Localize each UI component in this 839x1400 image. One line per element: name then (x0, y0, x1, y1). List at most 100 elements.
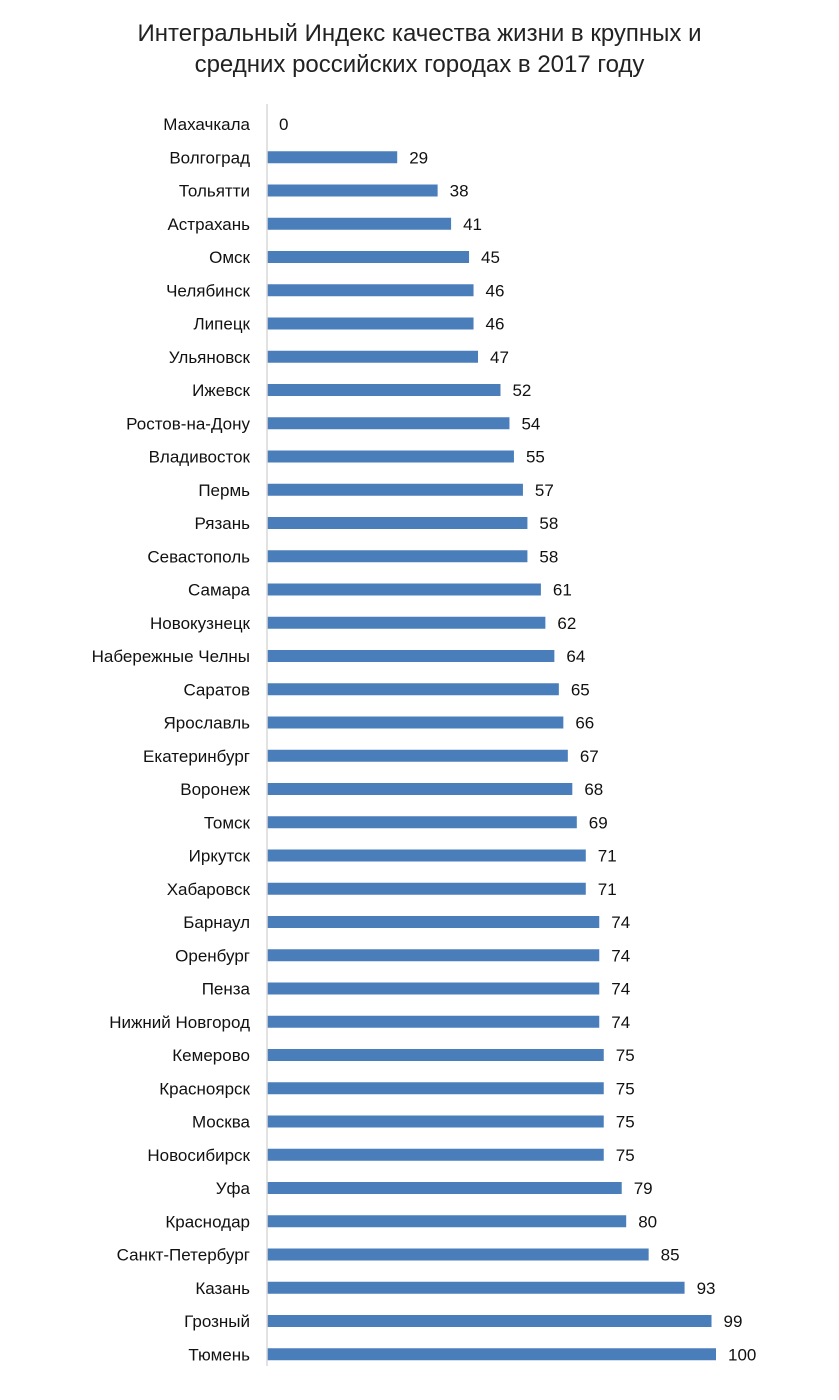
value-label: 69 (589, 813, 608, 832)
value-label: 74 (611, 946, 630, 965)
category-label: Севастополь (147, 547, 250, 566)
bar (267, 517, 528, 529)
bar (267, 616, 546, 629)
value-label: 57 (535, 481, 554, 500)
bar (267, 417, 510, 430)
value-label: 38 (450, 182, 469, 201)
value-label: 80 (638, 1212, 657, 1231)
category-label: Липецк (194, 315, 251, 334)
value-label: 85 (661, 1246, 680, 1265)
bar (267, 1148, 604, 1161)
category-label: Тольятти (179, 182, 250, 201)
value-label: 93 (697, 1279, 716, 1298)
value-label: 47 (490, 348, 509, 367)
category-label: Ростов-на-Дону (126, 414, 250, 433)
category-label: Ярославль (164, 714, 251, 733)
category-label: Красноярск (159, 1079, 250, 1098)
value-label: 0 (279, 115, 288, 134)
value-label: 68 (584, 780, 603, 799)
bar (267, 1315, 712, 1327)
bar (267, 749, 568, 762)
bar (267, 816, 577, 829)
category-label: Набережные Челны (92, 647, 250, 666)
bar (267, 317, 474, 330)
bar (267, 384, 501, 396)
chart-title-line-2: средних российских городах в 2017 году (194, 51, 645, 78)
bar (267, 1348, 716, 1361)
value-label: 61 (553, 581, 572, 600)
category-label: Омск (209, 248, 250, 267)
bar (267, 949, 600, 962)
category-label: Тюмень (188, 1345, 250, 1364)
value-label: 52 (512, 381, 531, 400)
value-label: 67 (580, 747, 599, 766)
bar (267, 217, 452, 230)
value-label: 79 (634, 1179, 653, 1198)
bar (267, 350, 479, 363)
bars-layer: Махачкала 0 Волгоград 29 Тольятти 38 Астрахань… (92, 115, 757, 1364)
category-label: Краснодар (165, 1212, 250, 1231)
bar (267, 1215, 627, 1228)
category-label: Новосибирск (147, 1146, 250, 1165)
value-label: 74 (611, 1013, 630, 1032)
bar (267, 849, 586, 862)
category-label: Нижний Новгород (109, 1013, 250, 1032)
category-label: Махачкала (163, 115, 250, 134)
bar (267, 251, 470, 263)
value-label: 58 (539, 547, 558, 566)
value-label: 74 (611, 913, 630, 932)
value-label: 58 (539, 514, 558, 533)
value-label: 46 (486, 281, 505, 300)
category-label: Рязань (195, 514, 251, 533)
bar (267, 1115, 604, 1128)
bar (267, 450, 514, 463)
category-label: Владивосток (149, 448, 251, 467)
category-label: Москва (192, 1113, 251, 1132)
bar (267, 783, 573, 795)
value-label: 54 (521, 414, 540, 433)
category-label: Ульяновск (169, 348, 251, 367)
bar (267, 916, 600, 928)
category-label: Новокузнецк (150, 614, 251, 633)
category-label: Пенза (202, 980, 251, 999)
value-label: 100 (728, 1345, 756, 1364)
value-label: 46 (486, 315, 505, 334)
value-label: 65 (571, 680, 590, 699)
chart-title-line-1: Интегральный Индекс качества жизни в кру… (137, 20, 702, 47)
category-label: Ижевск (192, 381, 250, 400)
category-label: Казань (195, 1279, 250, 1298)
bar (267, 882, 586, 895)
bar (267, 583, 541, 596)
bar (267, 284, 474, 297)
value-label: 41 (463, 215, 482, 234)
value-label: 71 (598, 847, 617, 866)
category-label: Самара (188, 581, 251, 600)
value-label: 75 (616, 1046, 635, 1065)
category-label: Томск (204, 813, 251, 832)
category-label: Пермь (198, 481, 250, 500)
value-label: 55 (526, 448, 545, 467)
bar (267, 1281, 685, 1294)
bar (267, 184, 438, 197)
bar (267, 151, 398, 164)
value-label: 71 (598, 880, 617, 899)
bar (267, 716, 564, 729)
value-label: 75 (616, 1079, 635, 1098)
value-label: 75 (616, 1113, 635, 1132)
value-label: 29 (409, 148, 428, 167)
category-label: Хабаровск (167, 880, 251, 899)
category-label: Челябинск (166, 281, 250, 300)
bar (267, 683, 559, 696)
category-label: Волгоград (169, 148, 250, 167)
category-label: Оренбург (175, 946, 250, 965)
chart-title: Интегральный Индекс качества жизни в кру… (0, 18, 839, 80)
category-label: Барнаул (183, 913, 250, 932)
bar (267, 1015, 600, 1028)
value-label: 74 (611, 980, 630, 999)
category-label: Грозный (184, 1312, 250, 1331)
bar (267, 1082, 604, 1095)
bar (267, 1182, 622, 1194)
category-label: Саратов (183, 680, 250, 699)
category-label: Астрахань (167, 215, 250, 234)
